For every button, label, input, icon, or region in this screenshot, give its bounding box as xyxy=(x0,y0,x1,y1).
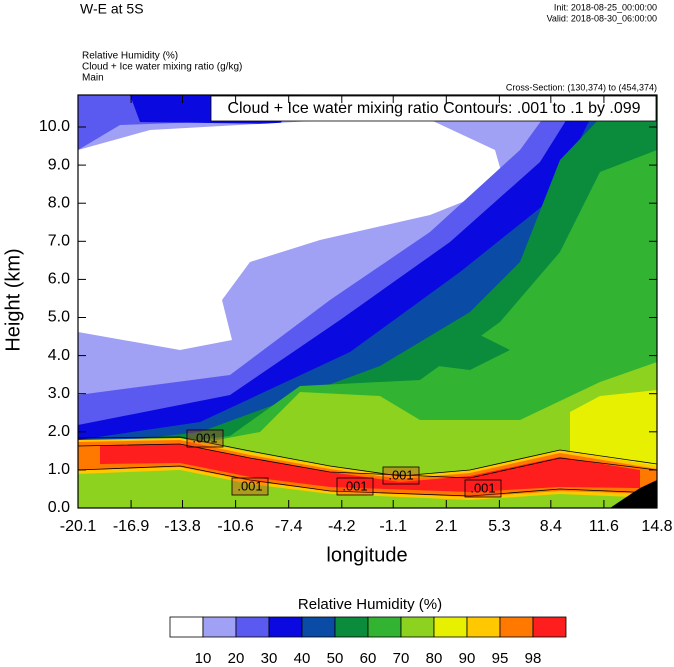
y-tick-label: 6.0 xyxy=(48,271,70,288)
valid-time: Valid: 2018-08-30_06:00:00 xyxy=(547,13,657,23)
rh-region xyxy=(420,330,510,370)
field-name: Cloud + Ice water mixing ratio (g/kg) xyxy=(82,62,242,73)
contour-info: Cloud + Ice water mixing ratio Contours:… xyxy=(227,100,640,117)
colorbar-box xyxy=(235,616,270,638)
colorbar-title: Relative Humidity (%) xyxy=(298,596,442,613)
y-tick-label: 3.0 xyxy=(48,385,70,402)
field-name: Relative Humidity (%) xyxy=(82,51,178,62)
colorbar-box xyxy=(433,616,468,638)
field-name: Main xyxy=(82,73,104,84)
colorbar-box xyxy=(532,616,567,638)
colorbar-label: 30 xyxy=(261,650,278,667)
rh-region xyxy=(78,150,657,508)
x-tick-label: -16.9 xyxy=(113,518,150,535)
colorbar-box xyxy=(400,616,435,638)
colorbar-label: 50 xyxy=(327,650,344,667)
rh-region xyxy=(78,480,657,508)
colorbar-label: 60 xyxy=(360,650,377,667)
contour-label-box xyxy=(186,429,224,448)
contour-label-box xyxy=(382,466,420,485)
x-tick-label: -4.2 xyxy=(328,518,356,535)
x-tick-label: 11.6 xyxy=(589,518,619,535)
rh-region xyxy=(600,310,650,350)
x-tick-label: 14.8 xyxy=(641,518,672,535)
plot-frame xyxy=(77,94,658,509)
y-axis-label: Height (km) xyxy=(2,248,24,351)
y-tick-label: 4.0 xyxy=(48,347,70,364)
contour-label: .001 xyxy=(192,430,217,445)
x-tick-label: 5.3 xyxy=(488,518,510,535)
colorbar-label: 90 xyxy=(459,650,476,667)
x-tick-label: 2.1 xyxy=(435,518,457,535)
rh-region xyxy=(78,115,505,350)
colorbar-box xyxy=(466,616,501,638)
x-tick-label: -7.4 xyxy=(275,518,303,535)
contour-line xyxy=(78,436,657,477)
rh-region xyxy=(100,444,640,492)
colorbar-box xyxy=(367,616,402,638)
y-tick-label: 5.0 xyxy=(48,309,70,326)
x-tick-label: -20.1 xyxy=(60,518,97,535)
contour-label: .001 xyxy=(237,478,262,493)
y-tick-label: 0.0 xyxy=(48,499,70,516)
colorbar-box xyxy=(169,616,204,638)
colorbar-label: 80 xyxy=(426,650,443,667)
colorbar-box xyxy=(499,616,534,638)
contour-label: .001 xyxy=(342,478,367,493)
x-axis-label: longitude xyxy=(326,544,407,566)
colorbar-box xyxy=(268,616,303,638)
colorbar-label: 95 xyxy=(492,650,509,667)
y-tick-label: 9.0 xyxy=(48,156,70,173)
colorbar-box xyxy=(301,616,336,638)
contour-label: .001 xyxy=(388,467,413,482)
x-tick-label: 8.4 xyxy=(540,518,562,535)
plot-field: .001 .001 .001 .001 .001 xyxy=(78,95,657,508)
colorbar-label: 20 xyxy=(228,650,245,667)
x-tick-label: -1.1 xyxy=(379,518,407,535)
contour-label-box xyxy=(231,477,269,496)
y-tick-label: 1.0 xyxy=(48,461,70,478)
terrain xyxy=(610,480,657,508)
colorbar-label: 98 xyxy=(525,650,542,667)
chart-title: W-E at 5S xyxy=(80,1,144,17)
colorbar-box xyxy=(334,616,369,638)
contour-line xyxy=(78,443,657,479)
colorbar-label: 10 xyxy=(195,650,212,667)
contour-label-box xyxy=(464,479,502,498)
colorbar-label: 40 xyxy=(294,650,311,667)
colorbar-label: 70 xyxy=(393,650,410,667)
x-tick-label: -10.6 xyxy=(217,518,254,535)
init-time: Init: 2018-08-25_00:00:00 xyxy=(554,2,657,12)
y-tick-label: 8.0 xyxy=(48,194,70,211)
contour-info-box xyxy=(210,95,657,122)
y-tick-label: 10.0 xyxy=(39,118,70,135)
contour-label: .001 xyxy=(470,480,495,495)
x-tick-label: -13.8 xyxy=(164,518,201,535)
colorbar-box xyxy=(202,616,237,638)
y-tick-label: 7.0 xyxy=(48,233,70,250)
cross-section: Cross-Section: (130,374) to (454,374) xyxy=(506,82,657,92)
contour-line xyxy=(78,465,657,497)
y-tick-label: 2.0 xyxy=(48,423,70,440)
contour-label-box xyxy=(336,477,374,496)
